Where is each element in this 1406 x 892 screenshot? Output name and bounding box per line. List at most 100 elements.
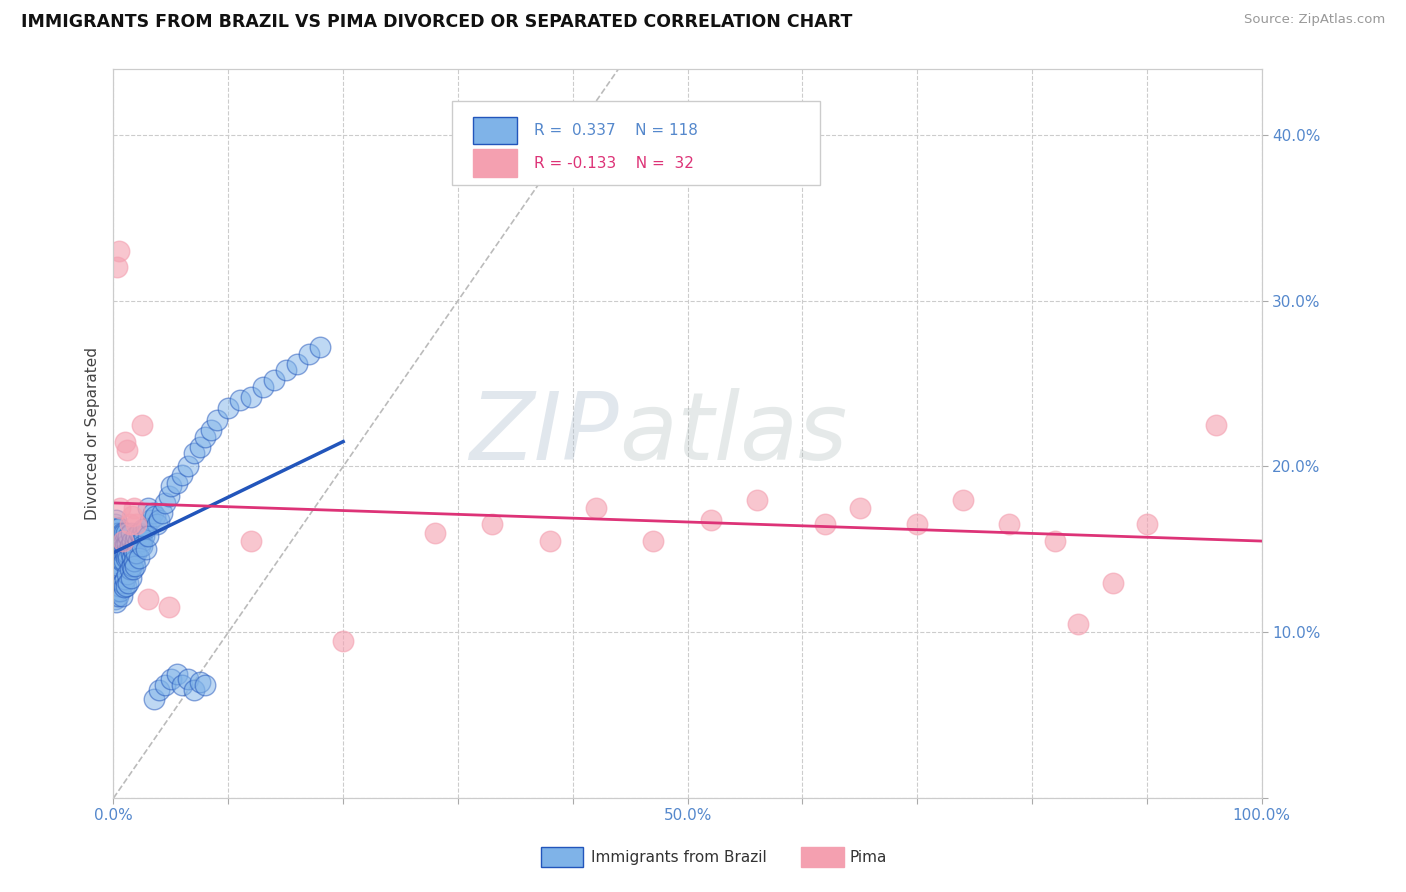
Point — [104, 512, 127, 526]
Point — [110, 550, 132, 565]
Point — [1067, 617, 1090, 632]
Point — [122, 542, 145, 557]
Text: atlas: atlas — [619, 388, 846, 479]
Point — [240, 390, 263, 404]
Point — [104, 525, 127, 540]
Point — [105, 531, 128, 545]
Point — [112, 525, 135, 540]
Point — [114, 572, 136, 586]
Point — [115, 525, 138, 540]
FancyBboxPatch shape — [472, 150, 516, 178]
Point — [952, 492, 974, 507]
Point — [120, 570, 142, 584]
Point — [104, 521, 127, 535]
Y-axis label: Divorced or Separated: Divorced or Separated — [86, 347, 100, 520]
Point — [121, 534, 143, 549]
Point — [125, 546, 148, 560]
Text: Source: ZipAtlas.com: Source: ZipAtlas.com — [1244, 13, 1385, 27]
Point — [538, 534, 561, 549]
Point — [105, 547, 128, 561]
Text: R =  0.337    N = 118: R = 0.337 N = 118 — [534, 123, 697, 138]
Point — [263, 373, 285, 387]
Point — [104, 592, 127, 607]
Point — [107, 589, 129, 603]
Point — [124, 534, 146, 549]
Point — [157, 489, 180, 503]
Point — [110, 554, 132, 568]
Point — [131, 417, 153, 432]
Point — [194, 678, 217, 692]
Point — [111, 534, 134, 549]
Point — [129, 529, 152, 543]
Point — [849, 500, 872, 515]
Point — [105, 556, 128, 570]
Point — [114, 539, 136, 553]
Point — [105, 542, 128, 557]
Point — [166, 476, 188, 491]
Point — [104, 539, 127, 553]
Point — [643, 534, 665, 549]
Point — [117, 546, 139, 560]
Point — [117, 537, 139, 551]
Point — [160, 479, 183, 493]
Point — [157, 600, 180, 615]
Point — [127, 534, 149, 549]
Point — [1101, 575, 1123, 590]
Point — [142, 691, 165, 706]
Point — [136, 500, 159, 515]
Point — [110, 589, 132, 603]
Point — [745, 492, 768, 507]
Point — [160, 672, 183, 686]
Point — [205, 413, 228, 427]
Point — [132, 523, 155, 537]
Point — [124, 558, 146, 573]
Point — [117, 567, 139, 582]
Point — [1205, 417, 1227, 432]
Point — [104, 517, 127, 532]
Point — [117, 550, 139, 565]
Point — [134, 529, 156, 543]
Point — [110, 542, 132, 557]
Point — [905, 517, 928, 532]
Point — [136, 592, 159, 607]
Point — [105, 583, 128, 598]
Point — [111, 575, 134, 590]
Point — [150, 506, 173, 520]
Point — [114, 546, 136, 560]
Point — [108, 534, 131, 549]
Point — [120, 546, 142, 560]
Point — [125, 529, 148, 543]
Point — [481, 517, 503, 532]
Point — [108, 546, 131, 560]
Point — [143, 509, 166, 524]
Point — [104, 554, 127, 568]
Point — [285, 357, 308, 371]
Point — [104, 550, 127, 565]
Point — [122, 500, 145, 515]
Text: IMMIGRANTS FROM BRAZIL VS PIMA DIVORCED OR SEPARATED CORRELATION CHART: IMMIGRANTS FROM BRAZIL VS PIMA DIVORCED … — [21, 13, 852, 31]
Point — [110, 500, 132, 515]
Point — [117, 529, 139, 543]
Text: Pima: Pima — [849, 850, 887, 864]
Point — [107, 537, 129, 551]
Point — [118, 517, 141, 532]
Point — [108, 244, 131, 258]
Point — [105, 260, 128, 275]
Point — [194, 429, 217, 443]
Point — [117, 442, 139, 457]
Point — [121, 509, 143, 524]
Point — [240, 534, 263, 549]
Point — [112, 581, 135, 595]
Point — [217, 401, 239, 416]
Point — [115, 579, 138, 593]
Point — [172, 467, 194, 482]
Point — [229, 393, 252, 408]
Point — [110, 539, 132, 553]
Point — [110, 525, 132, 540]
Point — [146, 517, 169, 532]
Point — [112, 554, 135, 568]
Point — [153, 496, 176, 510]
Point — [177, 672, 200, 686]
Point — [135, 542, 157, 557]
Point — [114, 434, 136, 449]
